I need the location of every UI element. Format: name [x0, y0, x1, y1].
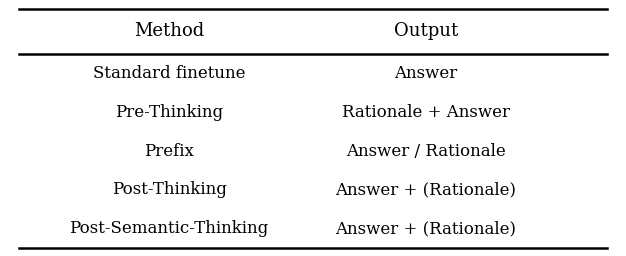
Text: Answer + (Rationale): Answer + (Rationale) [335, 220, 516, 237]
Text: Post-Thinking: Post-Thinking [111, 182, 227, 198]
Text: Rationale + Answer: Rationale + Answer [342, 104, 510, 121]
Text: Standard finetune: Standard finetune [93, 65, 245, 82]
Text: Post-Semantic-Thinking: Post-Semantic-Thinking [69, 220, 269, 237]
Text: Answer: Answer [394, 65, 458, 82]
Text: Answer / Rationale: Answer / Rationale [346, 143, 506, 159]
Text: Output: Output [394, 22, 458, 40]
Text: Pre-Thinking: Pre-Thinking [115, 104, 223, 121]
Text: Answer + (Rationale): Answer + (Rationale) [335, 182, 516, 198]
Text: Prefix: Prefix [144, 143, 194, 159]
Text: Method: Method [134, 22, 204, 40]
